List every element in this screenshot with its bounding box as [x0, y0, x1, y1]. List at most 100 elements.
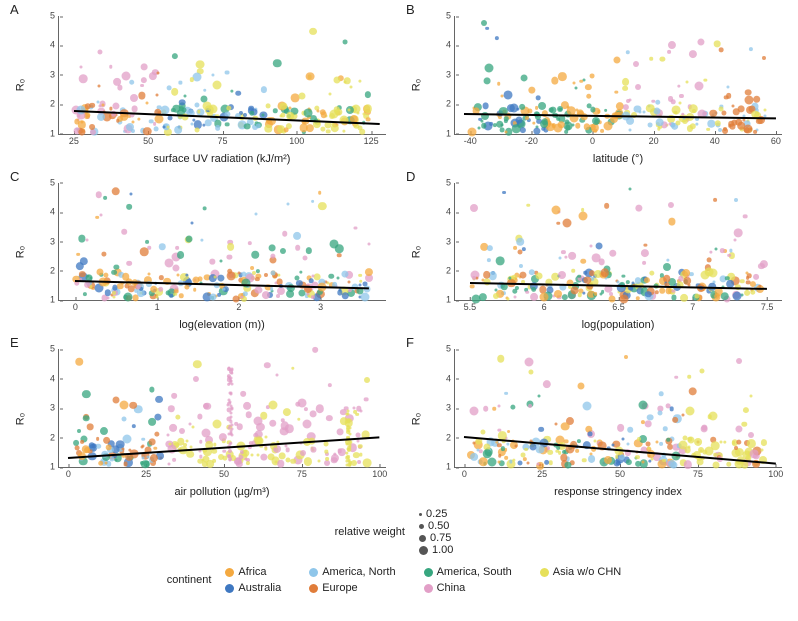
data-point	[645, 421, 652, 428]
data-point	[614, 91, 617, 94]
data-point	[83, 292, 87, 296]
data-point	[193, 360, 201, 368]
size-legend-item: 1.00	[419, 544, 453, 556]
y-tick: 5	[50, 12, 59, 21]
data-point	[162, 126, 165, 129]
x-tick: 3	[318, 300, 323, 312]
data-point	[613, 57, 620, 64]
data-point	[97, 113, 105, 121]
data-point	[619, 294, 628, 303]
y-tick: 5	[446, 178, 455, 187]
data-point	[350, 85, 353, 88]
data-point	[628, 187, 631, 190]
data-point	[650, 458, 653, 461]
data-point	[472, 276, 476, 280]
data-point	[742, 407, 748, 413]
data-point	[212, 80, 221, 89]
data-point	[703, 111, 707, 115]
color-legend-row: continent AfricaAmerica, NorthAmerica, S…	[20, 566, 778, 594]
data-point	[205, 120, 212, 127]
x-tick: 100	[289, 134, 304, 146]
data-point	[644, 244, 647, 247]
size-legend-label: 0.75	[430, 532, 451, 544]
data-point	[635, 84, 641, 90]
data-point	[175, 246, 179, 250]
panel-letter: B	[406, 2, 415, 17]
data-point	[496, 256, 505, 265]
data-point	[510, 405, 515, 410]
y-tick: 4	[50, 208, 59, 217]
data-point	[329, 113, 335, 119]
data-point	[228, 375, 231, 378]
plot-area: 12345255075100125	[58, 16, 386, 135]
data-point	[101, 251, 106, 256]
data-point	[594, 129, 598, 133]
data-point	[276, 374, 279, 377]
data-point	[251, 251, 259, 259]
data-point	[324, 460, 330, 466]
data-point	[496, 121, 504, 129]
data-point	[558, 271, 566, 279]
data-point	[600, 293, 603, 296]
data-point	[122, 229, 128, 235]
data-point	[131, 129, 135, 133]
data-point	[655, 99, 660, 104]
color-legend-label: America, South	[437, 566, 512, 578]
data-point	[167, 125, 170, 128]
y-tick: 2	[50, 100, 59, 109]
data-point	[357, 440, 360, 443]
data-point	[243, 113, 247, 117]
data-point	[626, 50, 630, 54]
data-point	[169, 443, 172, 446]
data-point	[136, 284, 141, 289]
data-point	[269, 419, 276, 426]
data-point	[532, 121, 535, 124]
data-point	[130, 94, 138, 102]
data-point	[647, 414, 654, 421]
data-point	[504, 456, 508, 460]
data-point	[76, 358, 83, 365]
data-point	[255, 286, 262, 293]
data-point	[303, 419, 312, 428]
data-point	[295, 245, 301, 251]
data-point	[585, 84, 591, 90]
data-point	[687, 436, 694, 443]
data-point	[565, 256, 568, 259]
data-point	[113, 397, 120, 404]
data-point	[283, 127, 288, 132]
data-point	[540, 292, 549, 301]
data-point	[305, 247, 311, 253]
figure-root: AR₀12345255075100125surface UV radiation…	[0, 0, 798, 621]
data-point	[244, 123, 251, 130]
data-point	[201, 239, 204, 242]
data-point	[184, 285, 189, 290]
data-point	[529, 443, 536, 450]
data-point	[77, 429, 81, 433]
panel-b: BR₀12345-40-200204060latitude (°)	[404, 4, 790, 167]
data-point	[564, 130, 568, 134]
data-point	[300, 271, 303, 274]
data-point	[291, 366, 294, 369]
y-tick: 2	[50, 433, 59, 442]
data-point	[668, 96, 674, 102]
data-point	[190, 78, 194, 82]
data-point	[363, 459, 372, 468]
data-point	[197, 414, 202, 419]
data-point	[708, 412, 717, 421]
data-point	[470, 284, 475, 289]
data-point	[753, 96, 761, 104]
data-point	[336, 429, 343, 436]
data-point	[318, 191, 322, 195]
data-point	[530, 293, 538, 301]
data-point	[740, 279, 744, 283]
data-point	[647, 446, 650, 449]
data-point	[230, 380, 233, 383]
data-point	[137, 117, 140, 120]
color-legend-item: Australia	[225, 582, 281, 594]
data-point	[280, 115, 283, 118]
data-point	[122, 72, 131, 81]
data-point	[709, 251, 712, 254]
data-point	[327, 383, 331, 387]
color-legend-item: Africa	[225, 566, 281, 578]
data-point	[745, 89, 752, 96]
